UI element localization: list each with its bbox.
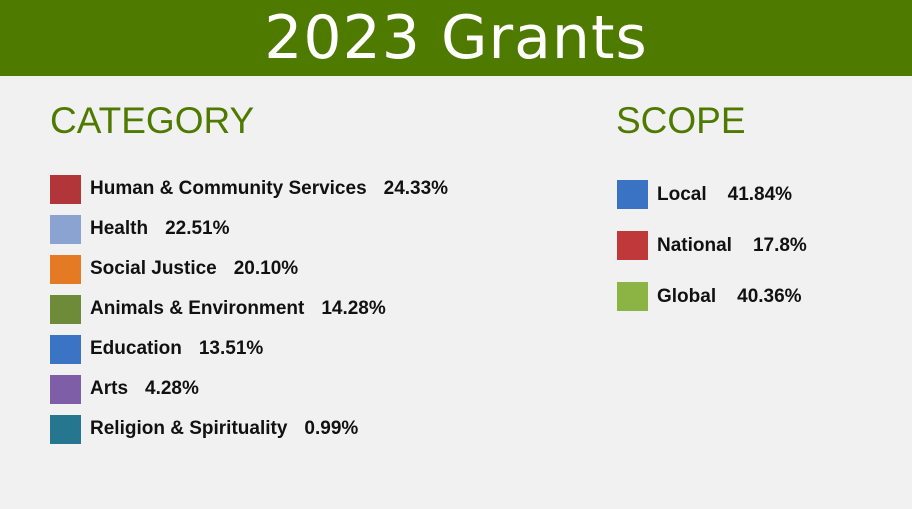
legend-label: Education — [90, 338, 182, 359]
legend-swatch — [50, 414, 81, 444]
legend-swatch — [50, 214, 81, 244]
legend-value: 0.99% — [304, 418, 359, 439]
legend-label: Arts — [90, 378, 129, 399]
legend-label: Social Justice — [90, 258, 217, 279]
legend-item: National 17.8% — [617, 220, 807, 271]
legend-label: Health — [90, 218, 149, 239]
legend-swatch — [617, 282, 648, 311]
legend-label: Religion & Spirituality — [90, 418, 288, 439]
legend-value: 14.28% — [321, 298, 386, 319]
legend-swatch — [50, 334, 81, 364]
legend-swatch — [617, 180, 648, 209]
legend-swatch — [50, 294, 81, 324]
legend-value: 20.10% — [233, 258, 299, 279]
legend-swatch — [617, 231, 648, 260]
legend-item: Health 22.51% — [50, 209, 448, 249]
legend-swatch — [50, 374, 81, 404]
legend-item: Religion & Spirituality 0.99% — [50, 409, 448, 449]
legend-item: Arts 4.28% — [50, 369, 448, 409]
legend-swatch — [50, 174, 81, 204]
legend-value: 41.84% — [727, 183, 793, 205]
legend-value: 13.51% — [198, 338, 264, 359]
legend-item: Global 40.36% — [617, 271, 807, 322]
legend-value: 4.28% — [145, 378, 199, 399]
legend-label: National — [657, 234, 732, 256]
legend-label: Local — [657, 183, 707, 205]
page-title: 2023 Grants — [264, 3, 648, 73]
legend-item: Social Justice 20.10% — [50, 249, 448, 289]
title-banner: 2023 Grants — [0, 0, 912, 76]
legend-item: Local 41.84% — [617, 169, 807, 220]
legend-value: 17.8% — [752, 234, 807, 256]
legend-value: 24.33% — [383, 178, 449, 199]
legend-item: Animals & Environment 14.28% — [50, 289, 448, 329]
scope-heading: SCOPE — [616, 100, 746, 141]
category-heading: CATEGORY — [50, 100, 255, 141]
scope-legend: Local 41.84% National 17.8% Global 40.36% — [617, 169, 807, 322]
category-legend: Human & Community Services 24.33% Health 22… — [50, 169, 448, 449]
legend-label: Human & Community Services — [90, 178, 367, 199]
legend-value: 40.36% — [737, 285, 802, 307]
legend-label: Animals & Environment — [90, 298, 305, 319]
legend-swatch — [50, 254, 81, 284]
legend-item: Education 13.51% — [50, 329, 448, 369]
legend-value: 22.51% — [165, 218, 230, 239]
legend-label: Global — [657, 285, 717, 307]
legend-item: Human & Community Services 24.33% — [50, 169, 448, 209]
